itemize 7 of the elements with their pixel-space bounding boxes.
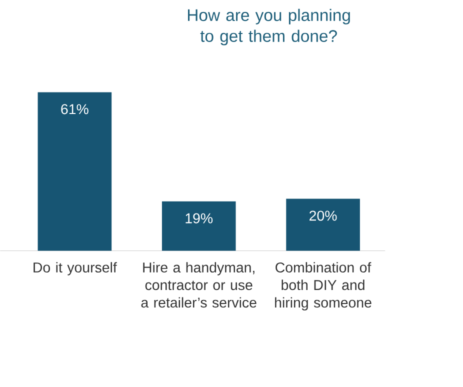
data-label: 19% xyxy=(186,213,213,224)
chart-title: How are you planning to get them done? xyxy=(188,8,350,46)
x-tick-label: Combination of both DIY and hiring someone xyxy=(275,262,372,310)
data-label: 61% xyxy=(61,104,88,114)
x-tick-label: Do it yourself xyxy=(34,262,117,276)
data-label: 20% xyxy=(310,210,337,221)
x-tick-label: Hire a handyman, contractor or use a retailer’s service xyxy=(141,262,256,308)
